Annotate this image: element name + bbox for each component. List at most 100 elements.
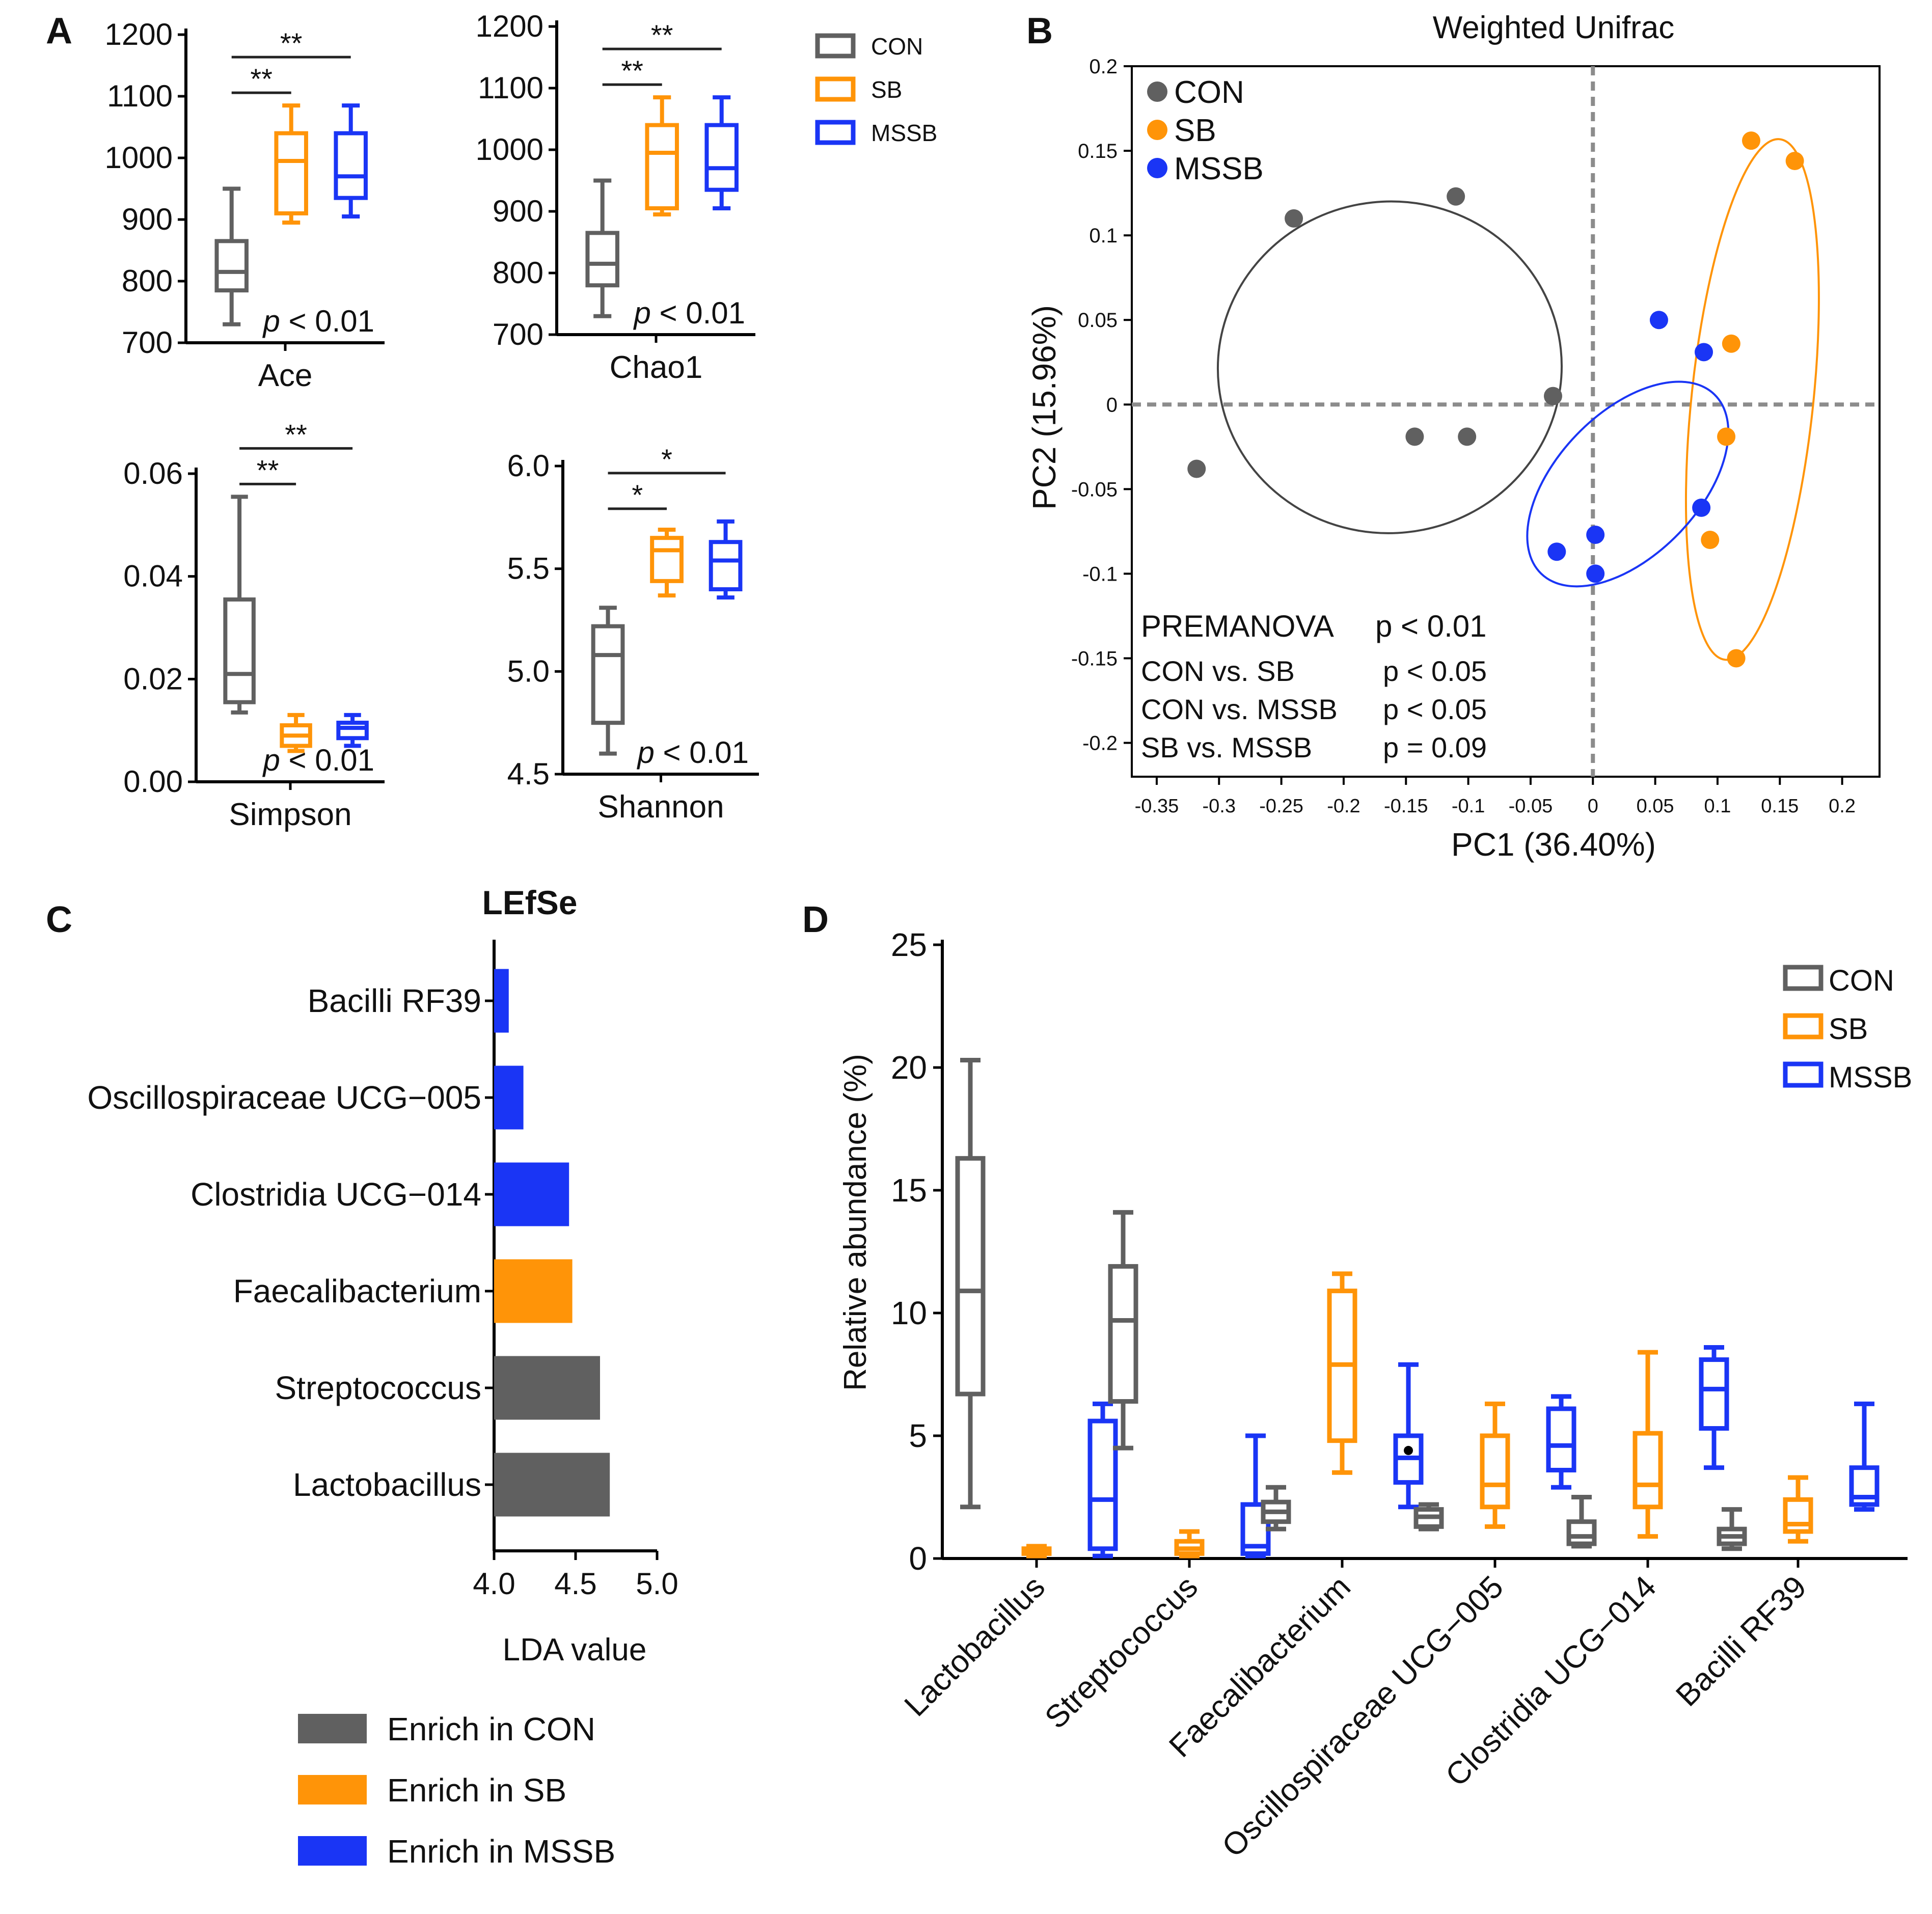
lefse-x-tick-label: 5.0 xyxy=(636,1567,678,1601)
shannon-y-tick-label: 5.0 xyxy=(507,654,550,688)
legend-label-mssb: MSSB xyxy=(871,120,937,146)
lefse-legend-swatch xyxy=(298,1836,367,1866)
chao1-box-con xyxy=(585,178,619,318)
abundance-box-sb xyxy=(1021,1544,1052,1558)
lefse-category-label: Streptococcus xyxy=(275,1370,481,1406)
point-con xyxy=(1543,387,1562,405)
abundance-legend-swatch-sb xyxy=(1783,1013,1824,1040)
premanova-row-label: CON vs. MSSB xyxy=(1141,693,1338,725)
pcoa-y-tick-label: 0 xyxy=(1106,394,1118,416)
pcoa-y-tick-label: 0.15 xyxy=(1078,140,1118,162)
lefse-category-label: Oscillospiraceae UCG−005 xyxy=(87,1079,481,1116)
ellipse-mssb xyxy=(1526,380,1730,588)
iqr-box xyxy=(1108,1264,1138,1404)
ellipse-con xyxy=(1216,200,1563,534)
pcoa-x-tick-label: -0.05 xyxy=(1509,796,1553,817)
chao1-box-sb xyxy=(645,95,679,217)
abundance-box-mssb xyxy=(1849,1401,1880,1512)
iqr-box xyxy=(223,597,256,704)
chao1-box-mssb xyxy=(704,95,739,210)
shannon-box-sb xyxy=(650,528,684,598)
iqr-box xyxy=(1699,1357,1729,1431)
lefse-bar xyxy=(494,1259,573,1323)
pcoa-x-tick-label: 0.2 xyxy=(1829,796,1856,817)
point-sb xyxy=(1722,334,1740,353)
legend-swatch-con xyxy=(815,33,856,59)
abundance-box-sb xyxy=(1480,1401,1510,1529)
pcoa-legend-marker-mssb xyxy=(1147,158,1167,178)
point-mssb xyxy=(1649,311,1668,330)
simpson-box-sb xyxy=(280,713,312,753)
iqr-box xyxy=(334,131,368,200)
ace-y-tick-label: 800 xyxy=(122,264,173,298)
pcoa-legend-marker-sb xyxy=(1147,120,1167,140)
iqr-box xyxy=(214,239,249,293)
simpson-p-value: p < 0.01 xyxy=(262,743,374,777)
p-symbol: p xyxy=(633,296,650,330)
legend-label-con: CON xyxy=(871,33,923,60)
lefse-legend-label: Enrich in MSSB xyxy=(387,1833,615,1870)
point-con xyxy=(1405,427,1424,446)
abundance-legend-swatch-con xyxy=(1783,965,1824,991)
simpson-significance-stars: ** xyxy=(285,418,307,450)
ace-y-tick-label: 700 xyxy=(122,325,173,360)
point-sb xyxy=(1727,649,1746,668)
lefse-legend-label: Enrich in CON xyxy=(387,1711,595,1747)
lefse-x-tick-label: 4.5 xyxy=(554,1567,596,1601)
abundance-category-label: Bacilli RF39 xyxy=(1669,1569,1813,1713)
abundance-box-con xyxy=(1404,1445,1444,1532)
abundance-box-mssb xyxy=(1087,1401,1118,1558)
pcoa-y-label: PC2 (15.96%) xyxy=(1026,305,1063,510)
pcoa-x-tick-label: -0.2 xyxy=(1327,796,1360,817)
point-con xyxy=(1458,427,1477,446)
lefse-bar xyxy=(494,1162,569,1226)
point-mssb xyxy=(1547,542,1566,561)
lefse-bar xyxy=(494,1356,600,1420)
ace-significance-stars: ** xyxy=(280,27,303,59)
premanova-row-p: p < 0.05 xyxy=(1383,693,1487,725)
premanova-row-label: SB vs. MSSB xyxy=(1141,731,1312,763)
lefse-bar xyxy=(494,1065,524,1130)
p-text: < 0.01 xyxy=(280,743,374,777)
abundance-y-tick-label: 15 xyxy=(891,1172,927,1209)
p-text: < 0.01 xyxy=(651,296,745,330)
simpson-y-tick-label: 0.00 xyxy=(123,764,183,799)
ace-box-sb xyxy=(274,103,308,225)
abundance-category-label: Lactobacillus xyxy=(898,1569,1052,1723)
iqr-box xyxy=(1480,1433,1510,1510)
abundance-box-mssb xyxy=(1699,1345,1729,1470)
pcoa-x-label: PC1 (36.40%) xyxy=(1451,826,1656,863)
premanova-row-p: p = 0.09 xyxy=(1383,731,1487,763)
p-text: < 0.01 xyxy=(280,304,374,338)
premanova-p: p < 0.01 xyxy=(1375,609,1487,643)
chao1-significance-stars: ** xyxy=(651,19,673,51)
ace-significance-stars: ** xyxy=(250,63,273,95)
abundance-box-mssb xyxy=(1546,1394,1576,1490)
pcoa-x-tick-label: 0 xyxy=(1588,796,1598,817)
pcoa-y-tick-label: 0.1 xyxy=(1089,225,1118,247)
pcoa-x-tick-label: 0.1 xyxy=(1704,796,1731,817)
shannon-y-tick-label: 6.0 xyxy=(507,449,550,483)
pcoa-legend-marker-con xyxy=(1147,81,1167,102)
abundance-box-con xyxy=(955,1058,986,1510)
simpson-y-tick-label: 0.02 xyxy=(123,662,183,696)
iqr-box xyxy=(274,131,308,215)
lefse-x-tick-label: 4.0 xyxy=(473,1567,515,1601)
p-symbol: p xyxy=(262,304,280,338)
lefse-panel: LEfSe LDA value 4.0 4.5 5.0 Bacilli RF39 Osc… xyxy=(87,884,678,1870)
chao1-x-label: Chao1 xyxy=(610,350,703,385)
lefse-category-label: Bacilli RF39 xyxy=(308,982,481,1019)
iqr-box xyxy=(1546,1406,1576,1472)
pcoa-y-tick-label: -0.1 xyxy=(1082,563,1118,585)
abundance-y-label: Relative abundance (%) xyxy=(838,1054,873,1391)
panel-label-d: D xyxy=(802,899,829,940)
abundance-legend-label-mssb: MSSB xyxy=(1829,1061,1912,1094)
pcoa-y-tick-label: -0.2 xyxy=(1082,732,1118,755)
abundance-legend-label-con: CON xyxy=(1829,964,1894,997)
abundance-panel: Relative abundance (%) 0 5 10 15 20 25 Lactoba… xyxy=(838,926,1908,1864)
pcoa-x-tick-label: -0.3 xyxy=(1203,796,1236,817)
iqr-box xyxy=(645,123,679,210)
iqr-box xyxy=(1632,1431,1663,1510)
